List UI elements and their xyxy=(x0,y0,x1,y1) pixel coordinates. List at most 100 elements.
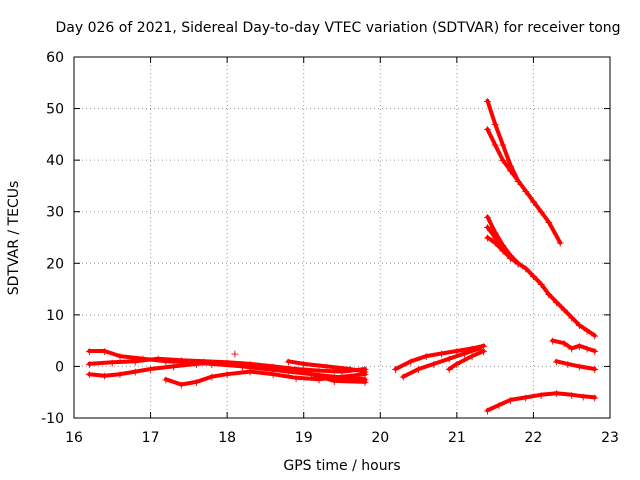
data-point: + xyxy=(131,366,140,379)
data-point: + xyxy=(506,159,515,172)
data-point: + xyxy=(514,175,523,188)
data-series-arc-5 xyxy=(286,359,367,374)
data-point: + xyxy=(491,118,500,131)
data-series-arc-17 xyxy=(554,359,597,371)
data-point: + xyxy=(261,363,270,376)
data-point: + xyxy=(498,154,507,167)
data-point: + xyxy=(529,270,538,283)
data-point: + xyxy=(483,123,492,136)
data-point: + xyxy=(391,363,400,376)
data-point: + xyxy=(215,356,224,369)
data-point: + xyxy=(536,389,545,402)
data-point: + xyxy=(544,288,553,301)
data-point: + xyxy=(169,360,178,373)
data-point: + xyxy=(177,378,186,391)
data-point: + xyxy=(567,342,576,355)
data-series-arc-12 xyxy=(485,214,597,338)
data-point: + xyxy=(491,139,500,152)
data-point: + xyxy=(590,345,599,358)
data-point: + xyxy=(399,371,408,384)
y-tick-label: 60 xyxy=(46,50,64,66)
x-tick-label: 17 xyxy=(142,430,160,446)
data-point: + xyxy=(498,242,507,255)
data-point: + xyxy=(506,250,515,263)
data-point: + xyxy=(330,375,339,388)
data-point: + xyxy=(284,355,293,368)
data-point: + xyxy=(414,363,423,376)
x-tick-label: 23 xyxy=(601,430,619,446)
data-point: + xyxy=(468,342,477,355)
data-point: + xyxy=(360,373,369,386)
data-point: + xyxy=(437,348,446,361)
data-point: + xyxy=(483,232,492,245)
data-point: + xyxy=(337,366,346,379)
x-tick-label: 16 xyxy=(65,430,83,446)
y-tick-label: 0 xyxy=(55,359,64,375)
y-axis-label: SDTVAR / TECUs xyxy=(6,181,22,296)
y-tick-label: 40 xyxy=(46,153,64,169)
data-point: + xyxy=(514,257,523,270)
data-point: + xyxy=(177,354,186,367)
y-tick-label: 50 xyxy=(46,102,64,118)
data-point: + xyxy=(314,373,323,386)
data-point: + xyxy=(575,319,584,332)
data-point: + xyxy=(131,355,140,368)
data-point: + xyxy=(238,360,247,373)
data-point: + xyxy=(506,394,515,407)
x-tick-label: 20 xyxy=(371,430,389,446)
data-point: + xyxy=(445,353,454,366)
data-point: + xyxy=(223,368,232,381)
data-point: + xyxy=(230,348,239,361)
data-series-arc-3 xyxy=(87,360,367,384)
axis-ticks xyxy=(73,56,611,419)
x-tick-label: 22 xyxy=(525,430,543,446)
data-point: + xyxy=(491,237,500,250)
marker-layer: + + + + + + + + + + + + ++ + + + + + + + + + + + ++ + + + + + + + + + + ++ +… xyxy=(85,95,600,417)
data-point: + xyxy=(590,363,599,376)
data-point: + xyxy=(268,368,277,381)
data-series-arc-10 xyxy=(485,98,521,183)
data-point: + xyxy=(246,366,255,379)
y-tick-labels: -10 0 10 20 30 40 50 60 xyxy=(41,50,64,427)
data-point: + xyxy=(322,360,331,373)
data-series-arc-7 xyxy=(393,343,486,371)
data-series-arc-15 xyxy=(485,391,597,413)
data-point: + xyxy=(475,342,484,355)
data-point: + xyxy=(498,244,507,257)
chart-title: Day 026 of 2021, Sidereal Day-to-day VTE… xyxy=(55,20,620,36)
data-point: + xyxy=(284,363,293,376)
data-point: + xyxy=(567,389,576,402)
data-point: + xyxy=(567,311,576,324)
data-point: + xyxy=(314,365,323,378)
data-point: + xyxy=(579,390,588,403)
data-series-arc-11 xyxy=(485,127,563,245)
data-point: + xyxy=(452,345,461,358)
data-point: + xyxy=(582,342,591,355)
data-point: + xyxy=(552,355,561,368)
data-point: + xyxy=(223,356,232,369)
data-point: + xyxy=(337,371,346,384)
data-point: + xyxy=(483,404,492,417)
data-point: + xyxy=(521,391,530,404)
y-tick-label: 10 xyxy=(46,308,64,324)
data-point: + xyxy=(483,221,492,234)
data-point: + xyxy=(552,387,561,400)
x-tick-label: 21 xyxy=(448,430,466,446)
data-point: + xyxy=(559,304,568,317)
data-point: + xyxy=(115,350,124,363)
data-point: + xyxy=(544,216,553,229)
data-point: + xyxy=(460,348,469,361)
data-point: + xyxy=(299,358,308,371)
data-point: + xyxy=(184,356,193,369)
data-point: + xyxy=(146,363,155,376)
data-point: + xyxy=(246,358,255,371)
data-point: + xyxy=(468,350,477,363)
data-point: + xyxy=(521,262,530,275)
data-point: + xyxy=(590,329,599,342)
data-point: + xyxy=(192,376,201,389)
data-point: + xyxy=(115,368,124,381)
y-tick-label: 20 xyxy=(46,256,64,272)
data-point: + xyxy=(307,368,316,381)
x-tick-label: 18 xyxy=(218,430,236,446)
data-point: + xyxy=(85,358,94,371)
